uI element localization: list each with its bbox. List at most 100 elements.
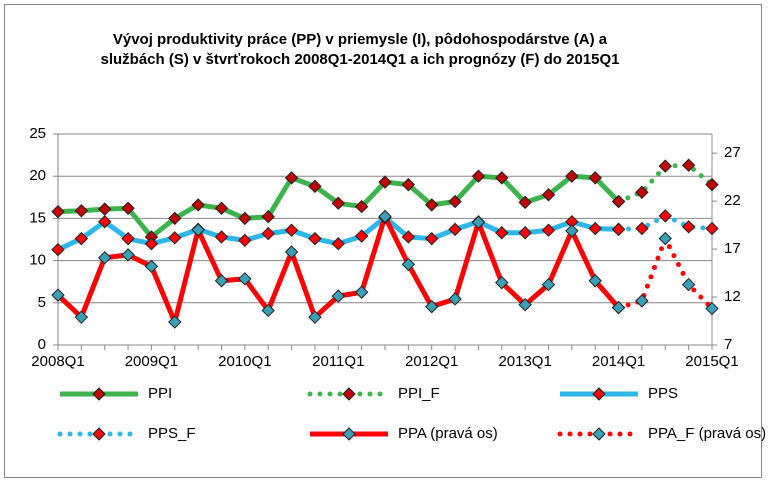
data-point (658, 231, 672, 246)
data-point (51, 204, 65, 219)
data-point (284, 223, 299, 237)
data-point (448, 194, 462, 209)
data-point (308, 179, 322, 194)
legend-marker (592, 427, 606, 441)
y-tick-label: 25 (29, 125, 46, 142)
data-point (401, 257, 416, 272)
data-point (331, 237, 345, 251)
data-point (144, 237, 159, 251)
data-point (354, 285, 369, 299)
legend-marker (592, 387, 606, 401)
legend-marker (342, 387, 356, 401)
y2-tick-label: 27 (724, 144, 741, 161)
data-point (611, 300, 626, 315)
data-point (705, 221, 719, 236)
data-point (51, 242, 65, 257)
data-point (588, 171, 602, 185)
data-point (191, 198, 205, 212)
chart-title: Vývoj produktivity práce (PP) v priemysl… (100, 31, 620, 68)
data-point (51, 288, 65, 302)
data-point (121, 201, 135, 215)
data-point (541, 277, 556, 292)
data-point (214, 201, 229, 215)
legend-label: PPA_F (pravá os) (648, 425, 766, 442)
data-point (354, 199, 369, 214)
data-point (471, 169, 486, 183)
data-point (495, 275, 509, 290)
data-point (541, 223, 556, 237)
data-point (74, 310, 89, 324)
data-point (495, 171, 509, 185)
data-point (611, 194, 626, 209)
data-point (331, 196, 345, 210)
legend-marker (92, 427, 106, 441)
x-tick-label: 2011Q1 (312, 353, 364, 370)
data-point (588, 221, 602, 236)
series-line (616, 232, 715, 312)
data-point (308, 231, 322, 246)
data-point (635, 294, 649, 308)
data-point (658, 209, 672, 223)
legend-label: PPS (648, 385, 678, 402)
data-point (378, 209, 392, 224)
data-point (588, 274, 602, 288)
data-point (98, 215, 112, 229)
data-point (74, 231, 89, 246)
data-point (98, 251, 112, 265)
data-point (518, 195, 532, 210)
data-point (261, 226, 275, 241)
data-point (401, 177, 416, 192)
x-tick-label: 2015Q1 (685, 353, 738, 370)
y-tick-label: 5 (38, 294, 46, 311)
data-point (378, 175, 392, 189)
data-point (168, 231, 182, 245)
chart-frame (4, 4, 762, 478)
data-point (214, 230, 229, 244)
data-point (681, 220, 696, 234)
data-point (98, 202, 112, 216)
data-point (495, 226, 509, 240)
legend-marker (342, 427, 356, 441)
data-point (168, 315, 182, 329)
legend-label: PPS_F (148, 425, 196, 442)
data-point (74, 204, 89, 218)
y-tick-label: 20 (29, 167, 46, 184)
data-point (238, 233, 252, 248)
data-point (168, 211, 182, 226)
data-point (471, 215, 486, 229)
x-tick-label: 2009Q1 (125, 353, 178, 370)
data-point (425, 198, 439, 212)
data-point (284, 245, 299, 259)
y-tick-label: 15 (29, 209, 46, 226)
x-tick-label: 2012Q1 (405, 353, 458, 370)
data-point (611, 222, 626, 237)
data-point (121, 248, 135, 262)
x-tick-label: 2008Q1 (31, 353, 84, 370)
legend-label: PPI_F (398, 385, 440, 402)
data-point (518, 226, 532, 240)
y-tick-label: 10 (29, 252, 46, 269)
x-tick-label: 2013Q1 (498, 353, 551, 370)
data-point (681, 158, 696, 172)
data-point (541, 188, 556, 202)
y2-tick-label: 22 (724, 192, 741, 209)
data-point (565, 224, 579, 238)
legend-label: PPA (pravá os) (398, 425, 498, 442)
data-point (354, 229, 369, 243)
y2-tick-label: 12 (724, 288, 741, 305)
data-point (191, 223, 205, 237)
data-point (705, 301, 719, 316)
x-tick-label: 2014Q1 (592, 353, 645, 370)
data-point (284, 171, 299, 185)
data-point (214, 274, 229, 288)
data-point (401, 230, 416, 244)
data-point (261, 210, 275, 224)
data-point (144, 259, 159, 274)
data-point (331, 289, 345, 303)
legend-marker (92, 387, 106, 401)
y-tick-label: 0 (38, 336, 46, 353)
y2-tick-label: 7 (724, 336, 732, 353)
data-point (681, 277, 696, 292)
data-point (635, 185, 649, 199)
